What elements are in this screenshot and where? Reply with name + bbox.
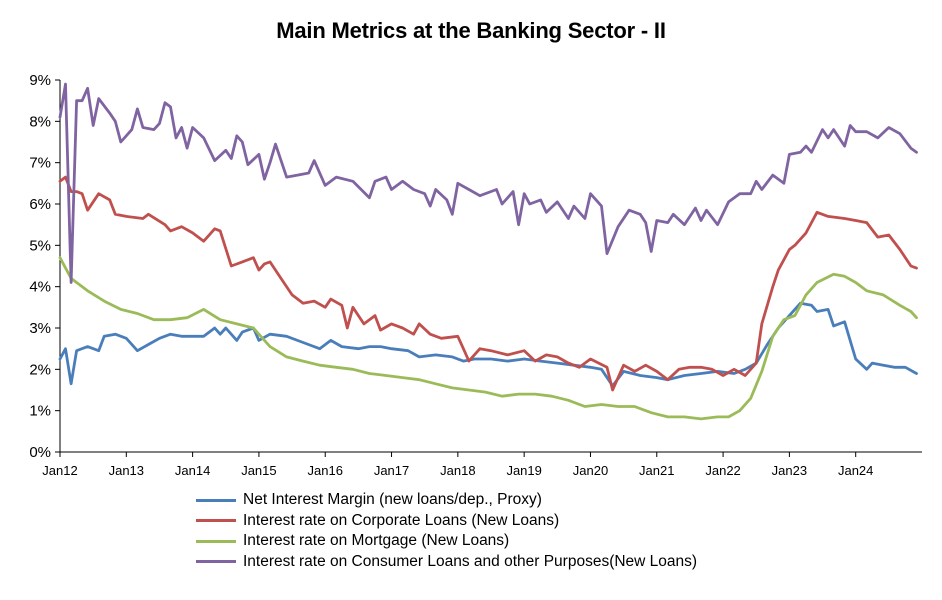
y-tick-label: 1% xyxy=(29,403,51,420)
legend-swatch xyxy=(196,539,236,543)
legend-item-2: Interest rate on Corporate Loans (New Lo… xyxy=(196,511,697,532)
x-tick-label: Jan16 xyxy=(308,463,343,478)
y-tick-label: 4% xyxy=(29,279,51,296)
y-tick-label: 7% xyxy=(29,155,51,172)
y-tick-label: 3% xyxy=(29,320,51,337)
series-line-4 xyxy=(58,82,918,284)
axes: 0% 1% 2% 3% 4% 5% 6% 7% 8% 9% Jan12 Jan13 Jan14 Jan15… xyxy=(29,72,922,478)
series-line-1 xyxy=(58,301,918,388)
legend-label: Interest rate on Mortgage (New Loans) xyxy=(243,532,510,550)
y-tick-label: 9% xyxy=(29,72,51,89)
series-lines xyxy=(58,82,918,421)
series-line-2 xyxy=(58,175,918,392)
legend-label: Interest rate on Consumer Loans and othe… xyxy=(243,552,698,570)
y-tick-label: 8% xyxy=(29,113,51,130)
legend-item-1: Net Interest Margin (new loans/dep., Pro… xyxy=(196,490,697,511)
x-tick-label: Jan18 xyxy=(440,463,475,478)
x-tick-label: Jan17 xyxy=(374,463,409,478)
x-tick-label: Jan21 xyxy=(639,463,674,478)
legend-item-4: Interest rate on Consumer Loans and othe… xyxy=(196,552,697,573)
x-tick-label: Jan20 xyxy=(573,463,608,478)
legend-swatch xyxy=(196,519,236,523)
x-tick-label: Jan15 xyxy=(241,463,276,478)
x-tick-label: Jan12 xyxy=(42,463,77,478)
legend-item-3: Interest rate on Mortgage (New Loans) xyxy=(196,531,697,552)
y-tick-label: 6% xyxy=(29,196,51,213)
legend-swatch xyxy=(196,498,236,502)
series-line-3 xyxy=(58,256,918,421)
x-tick-label: Jan19 xyxy=(506,463,541,478)
legend: Net Interest Margin (new loans/dep., Pro… xyxy=(196,490,697,572)
x-tick-label: Jan24 xyxy=(838,463,873,478)
x-tick-label: Jan23 xyxy=(772,463,807,478)
y-tick-label: 5% xyxy=(29,237,51,254)
legend-label: Interest rate on Corporate Loans (New Lo… xyxy=(243,511,560,529)
x-tick-label: Jan22 xyxy=(705,463,740,478)
y-tick-label: 0% xyxy=(29,444,51,461)
y-tick-label: 2% xyxy=(29,361,51,378)
x-tick-label: Jan14 xyxy=(175,463,210,478)
legend-label: Net Interest Margin (new loans/dep., Pro… xyxy=(243,491,542,509)
chart-title: Main Metrics at the Banking Sector - II xyxy=(276,18,666,43)
legend-swatch xyxy=(196,560,236,564)
x-tick-label: Jan13 xyxy=(109,463,144,478)
